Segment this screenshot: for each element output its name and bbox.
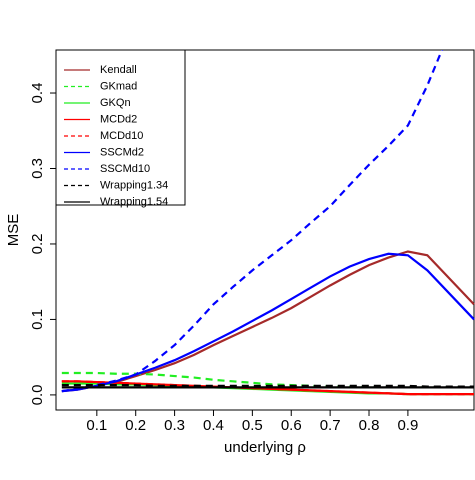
x-tick-label: 0.7 [320,417,341,434]
legend [55,49,186,206]
x-tick-label: 0.5 [242,417,263,434]
x-tick-label: 0.6 [281,417,302,434]
x-tick-label: 0.4 [203,417,224,434]
y-tick-label: 0.2 [29,234,46,255]
y-tick-label: 0.3 [29,158,46,179]
legend-label: MCDd2 [100,113,137,125]
x-tick-label: 0.8 [359,417,380,434]
x-axis-label: underlying ρ [224,439,306,456]
legend-label: GKmad [100,80,137,92]
y-tick-label: 0.0 [29,384,46,405]
legend-label: GKQn [100,97,131,109]
x-tick-label: 0.2 [125,417,146,434]
legend-label: MCDd10 [100,130,143,142]
legend-label: SSCMd10 [100,163,150,175]
legend-label: Wrapping1.54 [100,196,168,208]
y-axis-label: MSE [5,214,22,247]
legend-label: SSCMd2 [100,146,144,158]
series-line [61,50,444,393]
x-tick-label: 0.3 [164,417,185,434]
legend-label: Kendall [100,64,137,76]
y-tick-label: 0.4 [29,83,46,104]
series-line [61,380,474,396]
plot-box [55,49,475,411]
lines [61,50,475,396]
series-line [61,383,474,388]
legend-label: Wrapping1.34 [100,179,168,191]
y-tick-label: 0.1 [29,309,46,330]
x-tick-label: 0.1 [86,417,107,434]
series-line [61,371,474,389]
x-tick-label: 0.9 [397,417,418,434]
series-line [61,252,475,393]
series-line [61,250,475,393]
